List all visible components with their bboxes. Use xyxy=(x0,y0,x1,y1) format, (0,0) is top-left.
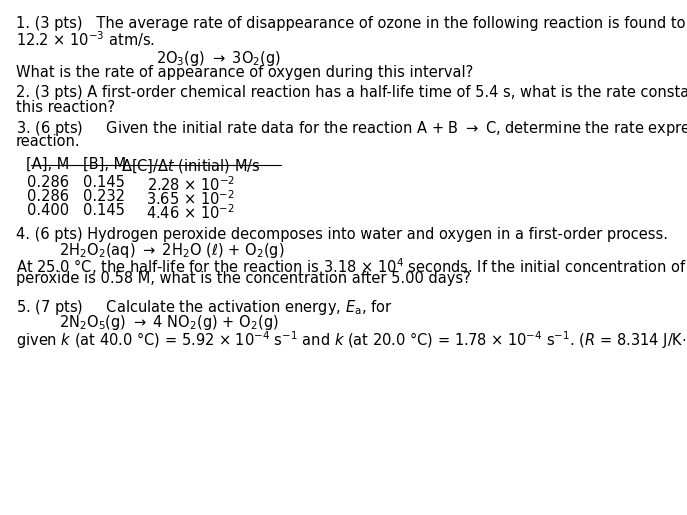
Text: 4. (6 pts) Hydrogen peroxide decomposes into water and oxygen in a first-order p: 4. (6 pts) Hydrogen peroxide decomposes … xyxy=(16,227,668,242)
Text: 0.286: 0.286 xyxy=(27,189,69,204)
Text: 0.232: 0.232 xyxy=(83,189,125,204)
Text: this reaction?: this reaction? xyxy=(16,99,115,114)
Text: 1. (3 pts)   The average rate of disappearance of ozone in the following reactio: 1. (3 pts) The average rate of disappear… xyxy=(16,15,687,30)
Text: $\Delta$[C]/$\Delta t$ (initial) M/s: $\Delta$[C]/$\Delta t$ (initial) M/s xyxy=(121,157,260,175)
Text: [A], M: [A], M xyxy=(27,157,70,171)
Text: [B], M: [B], M xyxy=(82,157,126,171)
Text: 3.65 $\times$ 10$^{-2}$: 3.65 $\times$ 10$^{-2}$ xyxy=(146,189,235,208)
Text: 0.145: 0.145 xyxy=(83,175,125,190)
Text: What is the rate of appearance of oxygen during this interval?: What is the rate of appearance of oxygen… xyxy=(16,65,473,80)
Text: 2O$_3$(g) $\rightarrow$ 3O$_2$(g): 2O$_3$(g) $\rightarrow$ 3O$_2$(g) xyxy=(156,48,281,67)
Text: 5. (7 pts)     Calculate the activation energy, $E_\mathrm{a}$, for: 5. (7 pts) Calculate the activation ener… xyxy=(16,298,392,317)
Text: 12.2 $\times$ 10$^{-3}$ atm/s.: 12.2 $\times$ 10$^{-3}$ atm/s. xyxy=(16,29,155,49)
Text: 2.28 $\times$ 10$^{-2}$: 2.28 $\times$ 10$^{-2}$ xyxy=(146,175,235,194)
Text: 2N$_2$O$_5$(g) $\rightarrow$ 4 NO$_2$(g) + O$_2$(g): 2N$_2$O$_5$(g) $\rightarrow$ 4 NO$_2$(g)… xyxy=(59,313,279,332)
Text: 3. (6 pts)     Given the initial rate data for the reaction A + B $\rightarrow$ : 3. (6 pts) Given the initial rate data f… xyxy=(16,119,687,139)
Text: 0.400: 0.400 xyxy=(27,203,69,218)
Text: peroxide is 0.58 M, what is the concentration after 5.00 days?: peroxide is 0.58 M, what is the concentr… xyxy=(16,271,471,286)
Text: reaction.: reaction. xyxy=(16,134,80,149)
Text: 2H$_2$O$_2$(aq) $\rightarrow$ 2H$_2$O ($\ell$) + O$_2$(g): 2H$_2$O$_2$(aq) $\rightarrow$ 2H$_2$O ($… xyxy=(59,241,284,260)
Text: given $k$ (at 40.0 °C) = 5.92 $\times$ 10$^{-4}$ s$^{-1}$ and $k$ (at 20.0 °C) =: given $k$ (at 40.0 °C) = 5.92 $\times$ 1… xyxy=(16,329,687,351)
Text: 0.286: 0.286 xyxy=(27,175,69,190)
Text: 4.46 $\times$ 10$^{-2}$: 4.46 $\times$ 10$^{-2}$ xyxy=(146,203,235,222)
Text: 0.145: 0.145 xyxy=(83,203,125,218)
Text: At 25.0 °C, the half-life for the reaction is 3.18 $\times$ 10$^4$ seconds. If t: At 25.0 °C, the half-life for the reacti… xyxy=(16,256,687,278)
Text: 2. (3 pts) A first-order chemical reaction has a half-life time of 5.4 s, what i: 2. (3 pts) A first-order chemical reacti… xyxy=(16,85,687,100)
